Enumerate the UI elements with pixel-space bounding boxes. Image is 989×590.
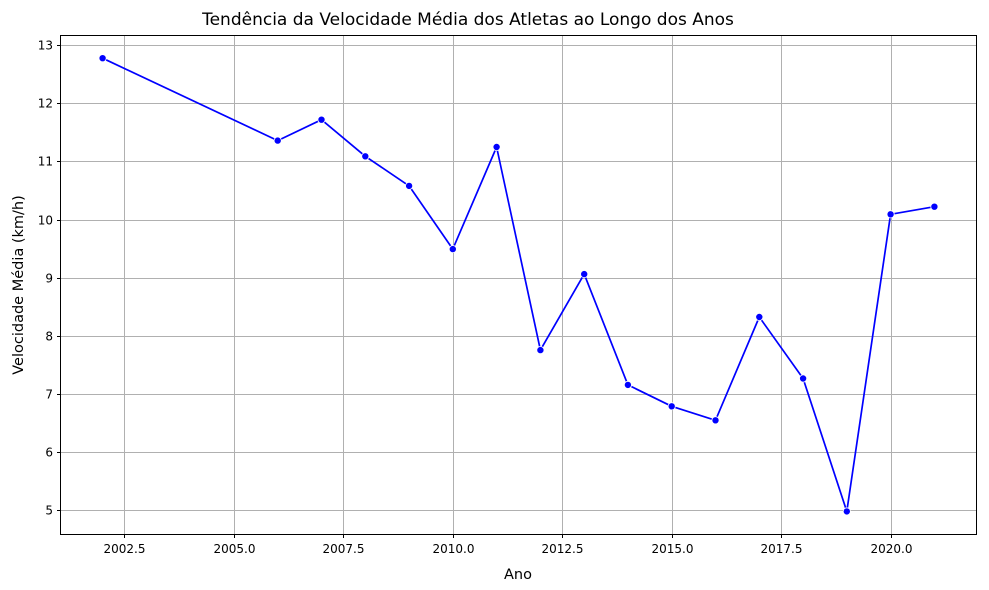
chart-title: Tendência da Velocidade Média dos Atleta… xyxy=(201,10,734,30)
data-point xyxy=(667,402,676,411)
x-tick-label: 2017.5 xyxy=(761,542,803,556)
data-point xyxy=(799,374,808,383)
series-line xyxy=(102,57,935,513)
y-tick-label: 9 xyxy=(45,272,53,286)
grid xyxy=(61,35,976,534)
data-point xyxy=(273,136,282,145)
data-point xyxy=(755,312,764,321)
x-tick-label: 2010.0 xyxy=(433,542,475,556)
y-tick-label: 10 xyxy=(38,214,53,228)
y-tick-label: 11 xyxy=(38,155,53,169)
data-point xyxy=(886,210,895,219)
data-point xyxy=(930,202,939,211)
data-point xyxy=(492,142,501,151)
data-point xyxy=(842,507,851,516)
data-point xyxy=(711,416,720,425)
data-point xyxy=(98,54,107,63)
y-tick-label: 8 xyxy=(45,330,53,344)
x-tick-label: 2005.0 xyxy=(214,542,256,556)
data-point xyxy=(317,115,326,124)
x-tick-label: 2002.5 xyxy=(104,542,146,556)
axis-ticks: 2002.5 2005.0 2007.5 2010.0 2012.5 2015.0 2017… xyxy=(38,39,913,557)
x-tick-label: 2012.5 xyxy=(542,542,584,556)
y-tick-label: 12 xyxy=(38,97,53,111)
x-tick-label: 2020.0 xyxy=(871,542,913,556)
y-tick-label: 7 xyxy=(45,388,53,402)
data-point xyxy=(361,152,370,161)
y-tick-label: 6 xyxy=(45,446,53,460)
data-point xyxy=(448,245,457,254)
x-tick-label: 2015.0 xyxy=(652,542,694,556)
y-tick-label: 13 xyxy=(38,39,53,53)
data-point xyxy=(580,270,589,279)
x-axis-label: Ano xyxy=(504,567,532,583)
data-point xyxy=(405,181,414,190)
y-tick-label: 5 xyxy=(45,504,53,518)
data-point xyxy=(623,380,632,389)
series-line-group xyxy=(98,54,939,516)
y-axis-label: Velocidade Média (km/h) xyxy=(11,195,27,375)
x-tick-label: 2007.5 xyxy=(323,542,365,556)
data-point xyxy=(536,346,545,355)
plot-frame xyxy=(60,35,977,535)
